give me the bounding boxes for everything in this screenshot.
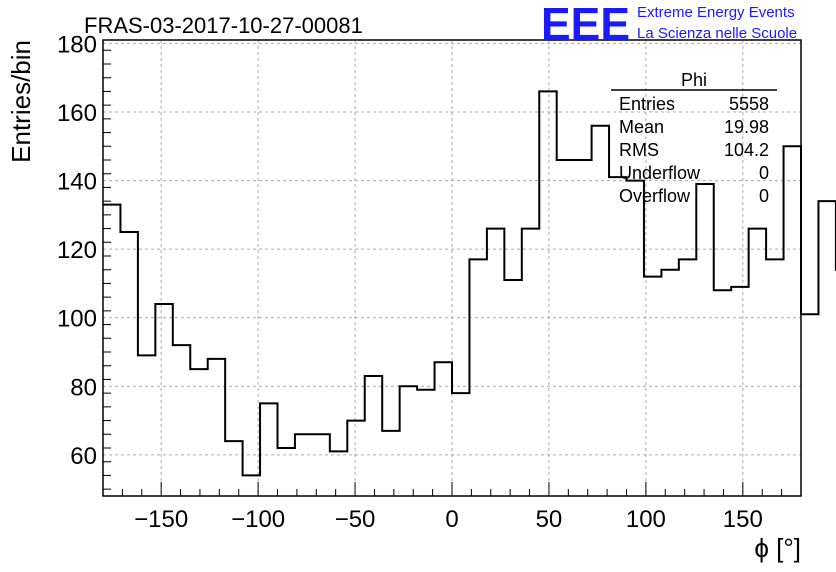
chart-title: FRAS-03-2017-10-27-00081 (84, 13, 363, 38)
x-tick-label: −50 (335, 506, 376, 533)
x-axis-label: ϕ [°] (754, 533, 801, 563)
eee-logo-mark: EEE (541, 0, 630, 50)
grid-lines (103, 40, 801, 496)
axis-tick-labels: −150 −100 −50 0 50 100 150 60 80 100 120 140 160 180 (57, 31, 763, 533)
y-tick-label: 80 (70, 374, 97, 401)
stats-row-value: 5558 (729, 94, 769, 114)
histogram-outline (103, 90, 836, 477)
stats-row-label: Overflow (619, 186, 691, 206)
stats-row-label: Mean (619, 117, 664, 137)
stats-row-value: 104.2 (724, 140, 769, 160)
y-tick-label: 140 (57, 169, 97, 196)
stats-row-value: 0 (759, 163, 769, 183)
x-tick-label: 100 (626, 506, 666, 533)
x-tick-label: −150 (134, 506, 188, 533)
stats-row-value: 0 (759, 186, 769, 206)
eee-logo-line1: Extreme Energy Events (637, 4, 795, 21)
stats-row-label: Underflow (619, 163, 701, 183)
x-tick-label: −100 (231, 506, 285, 533)
eee-logo-line2: La Scienza nelle Scuole (637, 25, 797, 42)
x-tick-label: 50 (536, 506, 563, 533)
x-tick-label: 0 (445, 506, 458, 533)
stats-row-label: Entries (619, 94, 675, 114)
axis-ticks (102, 49, 802, 496)
y-tick-label: 160 (57, 100, 97, 127)
stats-row-value: 19.98 (724, 117, 769, 137)
stats-row-label: RMS (619, 140, 659, 160)
stats-box: Phi Entries 5558 Mean 19.98 RMS 104.2 Underflo… (611, 70, 777, 206)
y-tick-label: 60 (70, 443, 97, 470)
y-tick-label: 180 (57, 31, 97, 58)
y-axis-label: Entries/bin (6, 40, 36, 163)
y-tick-label: 100 (57, 306, 97, 333)
stats-box-title: Phi (681, 70, 707, 90)
y-tick-label: 120 (57, 237, 97, 264)
x-tick-label: 150 (723, 506, 763, 533)
eee-logo: EEE Extreme Energy Events La Scienza nel… (541, 0, 797, 50)
